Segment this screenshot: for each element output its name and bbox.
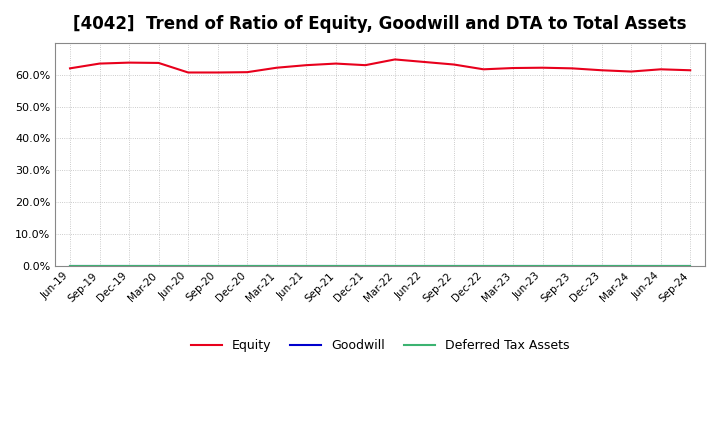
Equity (125, 60, 133, 65)
Equity (686, 68, 695, 73)
Goodwill (302, 263, 310, 268)
Deferred Tax Assets (420, 263, 428, 268)
Line: Equity: Equity (70, 59, 690, 73)
Goodwill (449, 263, 458, 268)
Equity (95, 61, 104, 66)
Deferred Tax Assets (331, 263, 340, 268)
Goodwill (390, 263, 399, 268)
Goodwill (627, 263, 636, 268)
Equity (243, 70, 251, 75)
Equity (331, 61, 340, 66)
Deferred Tax Assets (213, 263, 222, 268)
Equity (598, 68, 606, 73)
Equity (420, 59, 428, 65)
Equity (184, 70, 192, 75)
Goodwill (272, 263, 281, 268)
Equity (509, 66, 518, 71)
Equity (657, 67, 665, 72)
Goodwill (509, 263, 518, 268)
Goodwill (480, 263, 488, 268)
Equity (361, 62, 369, 68)
Goodwill (686, 263, 695, 268)
Legend: Equity, Goodwill, Deferred Tax Assets: Equity, Goodwill, Deferred Tax Assets (186, 334, 575, 357)
Deferred Tax Assets (568, 263, 577, 268)
Goodwill (361, 263, 369, 268)
Goodwill (568, 263, 577, 268)
Goodwill (95, 263, 104, 268)
Equity (627, 69, 636, 74)
Goodwill (420, 263, 428, 268)
Goodwill (184, 263, 192, 268)
Goodwill (213, 263, 222, 268)
Deferred Tax Assets (243, 263, 251, 268)
Equity (568, 66, 577, 71)
Goodwill (598, 263, 606, 268)
Equity (449, 62, 458, 67)
Goodwill (154, 263, 163, 268)
Deferred Tax Assets (125, 263, 133, 268)
Deferred Tax Assets (302, 263, 310, 268)
Deferred Tax Assets (361, 263, 369, 268)
Deferred Tax Assets (272, 263, 281, 268)
Goodwill (657, 263, 665, 268)
Goodwill (125, 263, 133, 268)
Deferred Tax Assets (598, 263, 606, 268)
Deferred Tax Assets (184, 263, 192, 268)
Title: [4042]  Trend of Ratio of Equity, Goodwill and DTA to Total Assets: [4042] Trend of Ratio of Equity, Goodwil… (73, 15, 687, 33)
Equity (302, 62, 310, 68)
Equity (66, 66, 74, 71)
Goodwill (66, 263, 74, 268)
Equity (390, 57, 399, 62)
Deferred Tax Assets (66, 263, 74, 268)
Deferred Tax Assets (95, 263, 104, 268)
Deferred Tax Assets (657, 263, 665, 268)
Equity (272, 65, 281, 70)
Equity (154, 60, 163, 66)
Goodwill (539, 263, 547, 268)
Goodwill (331, 263, 340, 268)
Equity (480, 67, 488, 72)
Equity (539, 65, 547, 70)
Deferred Tax Assets (390, 263, 399, 268)
Deferred Tax Assets (449, 263, 458, 268)
Deferred Tax Assets (480, 263, 488, 268)
Deferred Tax Assets (627, 263, 636, 268)
Deferred Tax Assets (509, 263, 518, 268)
Deferred Tax Assets (154, 263, 163, 268)
Deferred Tax Assets (539, 263, 547, 268)
Goodwill (243, 263, 251, 268)
Deferred Tax Assets (686, 263, 695, 268)
Equity (213, 70, 222, 75)
